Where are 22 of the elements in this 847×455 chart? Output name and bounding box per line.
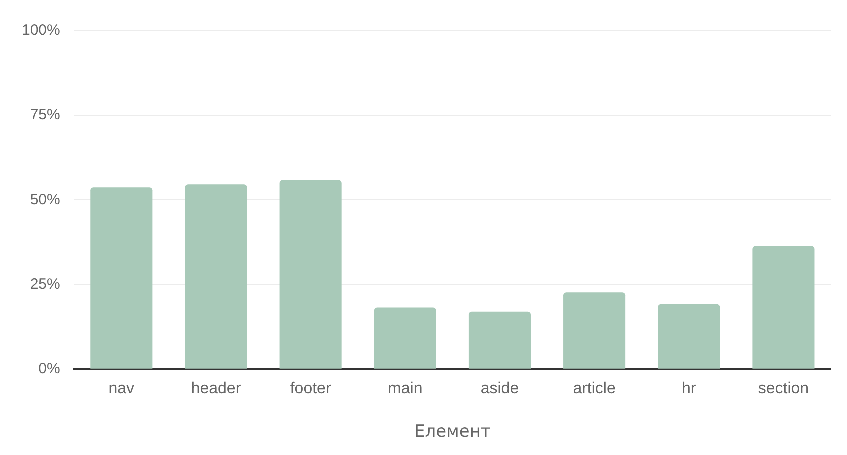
bar — [658, 304, 720, 369]
y-tick-label: 25% — [30, 276, 60, 293]
y-tick-label: 0% — [38, 360, 60, 378]
x-tick-label: hr — [682, 380, 697, 398]
bar — [468, 312, 531, 369]
x-tick-label: main — [388, 380, 423, 398]
bar — [374, 308, 436, 369]
y-tick-label: 50% — [30, 191, 60, 208]
x-axis-title: Елемент — [414, 422, 491, 442]
x-tick-label: section — [758, 380, 810, 398]
bar — [185, 184, 248, 369]
x-tick-label: header — [191, 380, 242, 398]
bar — [752, 246, 815, 369]
y-tick-label: 75% — [30, 106, 60, 124]
bar — [90, 188, 153, 369]
x-tick-label: nav — [108, 380, 135, 398]
bar — [564, 292, 626, 369]
x-tick-label: aside — [480, 380, 520, 398]
x-tick-label: footer — [290, 380, 332, 398]
bar — [280, 180, 342, 369]
x-tick-label: article — [573, 380, 616, 398]
y-tick-label: 100% — [22, 22, 60, 40]
